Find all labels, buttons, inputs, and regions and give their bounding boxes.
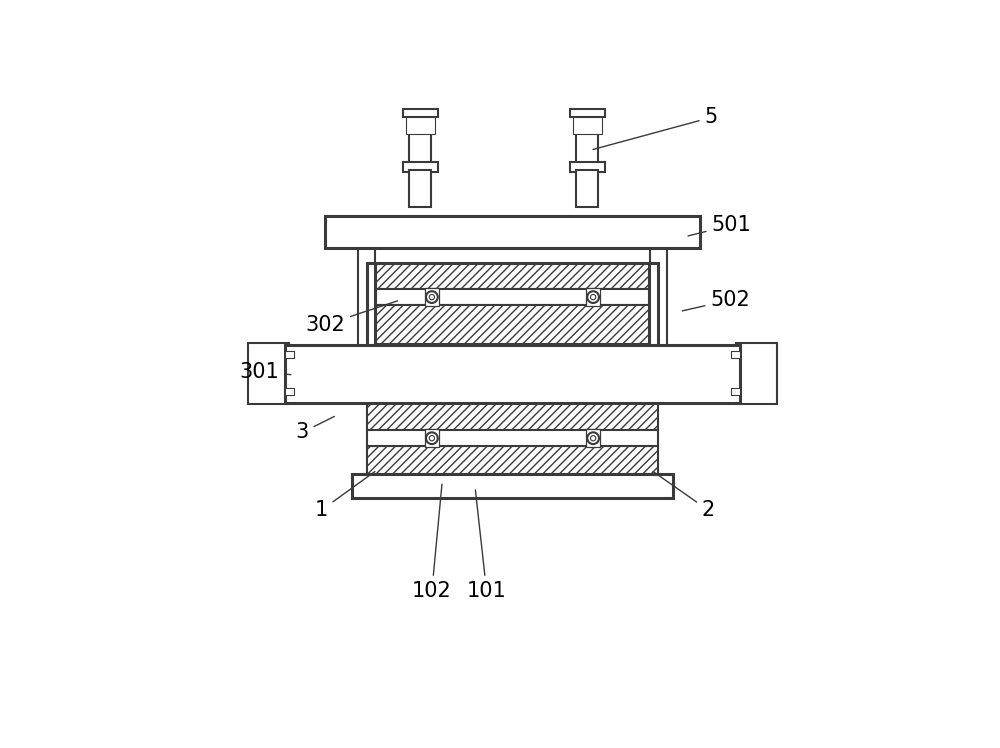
Bar xyxy=(403,162,438,172)
Text: 302: 302 xyxy=(305,301,398,335)
Bar xyxy=(573,117,602,134)
Bar xyxy=(425,288,439,306)
Bar xyxy=(285,351,294,358)
Bar xyxy=(367,430,658,447)
Bar xyxy=(586,288,600,306)
Bar xyxy=(358,248,375,372)
Text: 101: 101 xyxy=(467,490,506,601)
Text: 3: 3 xyxy=(296,417,334,443)
Bar xyxy=(367,263,658,346)
Bar xyxy=(425,429,439,447)
Bar xyxy=(409,171,431,206)
Bar xyxy=(376,305,649,344)
Bar xyxy=(376,264,649,289)
Bar xyxy=(352,474,673,498)
Bar xyxy=(367,402,658,430)
Bar xyxy=(376,289,649,305)
Bar xyxy=(367,447,658,474)
Bar xyxy=(325,216,700,248)
Text: 502: 502 xyxy=(682,290,750,311)
Bar xyxy=(731,388,740,395)
Bar xyxy=(736,343,777,404)
Bar xyxy=(285,345,740,402)
Bar xyxy=(576,116,598,165)
Text: 5: 5 xyxy=(593,108,718,150)
Bar xyxy=(248,343,289,404)
Text: 2: 2 xyxy=(653,471,715,520)
Bar xyxy=(576,171,598,206)
Bar xyxy=(406,117,435,134)
Text: 501: 501 xyxy=(688,215,751,236)
Text: 301: 301 xyxy=(239,362,291,382)
Text: 102: 102 xyxy=(412,484,452,601)
Bar xyxy=(570,108,605,117)
Bar xyxy=(409,116,431,165)
Bar xyxy=(285,388,294,395)
Bar xyxy=(650,248,667,372)
Bar xyxy=(586,429,600,447)
Text: 1: 1 xyxy=(315,471,375,520)
Bar xyxy=(403,108,438,117)
Bar xyxy=(731,351,740,358)
Bar xyxy=(570,162,605,172)
